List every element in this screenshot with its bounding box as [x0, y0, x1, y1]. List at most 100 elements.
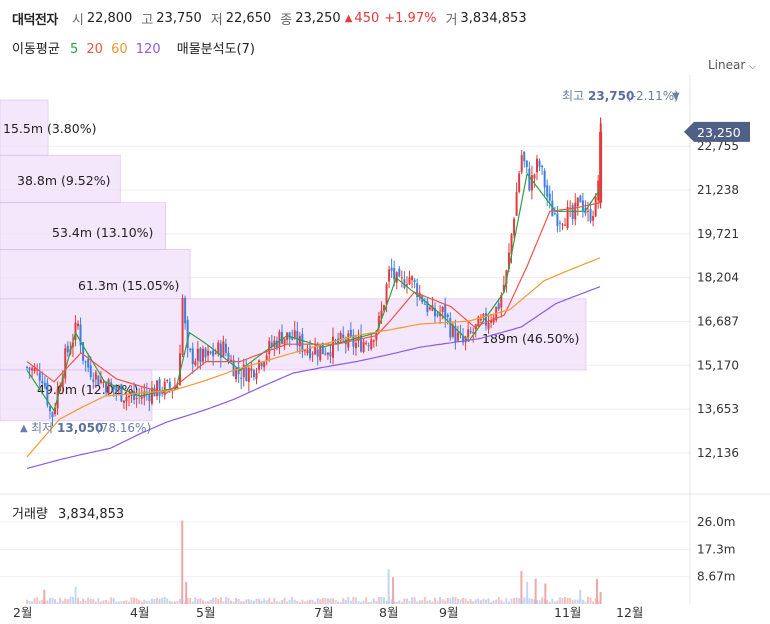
volume-bar: [235, 598, 238, 604]
volume-bar: [288, 599, 291, 604]
candle-body: [421, 295, 424, 303]
volume-bar: [546, 600, 549, 604]
volume-bar: [281, 599, 283, 604]
candle-body: [423, 303, 426, 305]
candle-body: [204, 348, 207, 358]
candle-body: [176, 386, 179, 389]
volume-bar: [393, 601, 396, 604]
candle-body: [237, 367, 240, 375]
stock-name[interactable]: 대덕전자: [12, 12, 58, 28]
candle-body: [375, 330, 378, 341]
candle-body: [82, 342, 85, 361]
down-arrow-icon: ▼: [672, 91, 680, 102]
volume-bar: [283, 597, 286, 604]
volume-bar: [321, 598, 324, 604]
candle-body: [245, 366, 248, 382]
volume-bar: [38, 600, 41, 604]
volume-bar: [365, 597, 368, 604]
volume-bar: [434, 597, 436, 604]
candle-body: [122, 400, 125, 403]
volume-bar: [145, 600, 148, 604]
candle-body: [566, 206, 569, 229]
candle-body: [242, 364, 245, 378]
volume-bar: [117, 601, 120, 604]
candle-body: [270, 342, 273, 347]
volume-bar: [510, 598, 513, 604]
volume-profile-label: 38.8m (9.52%): [17, 173, 110, 188]
volume-bar: [332, 598, 334, 604]
volume-bar: [171, 601, 174, 604]
moving-average-label[interactable]: 이동평균: [12, 42, 60, 57]
low-annotation-value: 13,050: [57, 421, 103, 435]
candle-body: [230, 359, 232, 361]
volume-bar: [273, 597, 276, 604]
ma-120-label[interactable]: 120: [135, 42, 161, 57]
candle-body: [301, 333, 304, 352]
volume-bar: [301, 599, 304, 604]
ma-5-label[interactable]: 5: [69, 42, 79, 57]
volume-bar: [464, 598, 467, 604]
candle-body: [497, 303, 500, 310]
candle-body: [395, 272, 398, 283]
volume-bar: [186, 598, 189, 604]
ma-120-line: [26, 286, 601, 469]
candle-body: [357, 336, 360, 342]
volume-bar: [250, 600, 253, 604]
volume-bar: [367, 602, 370, 604]
candle-body: [581, 200, 584, 211]
volume-profile-label: 189m (46.50%): [482, 331, 579, 346]
volume-bar: [265, 600, 268, 604]
volume-bar: [528, 598, 531, 604]
volume-bar: [492, 600, 495, 604]
candle-body: [579, 195, 582, 203]
volume-bar: [71, 597, 74, 604]
candle-body: [530, 175, 533, 191]
volume-bar: [520, 600, 523, 604]
scale-selector[interactable]: Linear ⌵: [708, 58, 756, 72]
volume-bar: [74, 586, 77, 604]
candle-body: [564, 224, 567, 226]
candle-body: [431, 305, 434, 311]
candle-body: [219, 343, 222, 358]
candle-body: [184, 297, 187, 324]
ma-60-label[interactable]: 60: [111, 42, 128, 57]
candle-body: [26, 366, 28, 368]
candle-body: [515, 192, 518, 216]
stock-header: 대덕전자 시 22,800 고 23,750 저 22,650 종 23,250…: [12, 8, 536, 28]
volume-bar: [64, 598, 67, 604]
candle-body: [490, 320, 493, 323]
volume-profile-label[interactable]: 매물분석도(7): [176, 42, 255, 57]
candle-body: [500, 295, 503, 308]
candle-body: [546, 185, 549, 197]
candle-body: [240, 377, 243, 380]
candle-body: [339, 332, 342, 341]
volume-bar: [61, 600, 64, 604]
volume-bar: [143, 599, 146, 604]
volume-bar: [592, 601, 595, 604]
volume-bar: [48, 598, 51, 604]
candle-body: [592, 216, 595, 221]
candle-body: [207, 350, 210, 356]
ma-20-label[interactable]: 20: [86, 42, 103, 57]
volume-bar: [138, 599, 141, 604]
candle-body: [107, 379, 110, 396]
volume-profile-band: [0, 298, 587, 371]
volume-bar: [596, 578, 598, 604]
volume-bar: [334, 600, 337, 604]
low-annotation-label: 최저: [31, 421, 53, 435]
date-axis: 2월 4월 5월 7월 8월 9월 11월 12월: [13, 605, 643, 620]
volume-bar: [41, 599, 44, 604]
volume-bar: [576, 599, 579, 604]
volume-last-value: 3,834,853: [58, 507, 124, 522]
volume-bar: [515, 597, 518, 604]
candle-body: [130, 394, 133, 397]
candle-body: [31, 368, 34, 371]
candle-body: [69, 349, 72, 355]
candle-body: [428, 307, 431, 310]
volume-profile-band: [0, 249, 191, 300]
volume-profile-band: [0, 99, 49, 156]
candle-body: [319, 346, 322, 361]
volume-bar: [538, 600, 541, 604]
candle-body: [459, 332, 462, 335]
